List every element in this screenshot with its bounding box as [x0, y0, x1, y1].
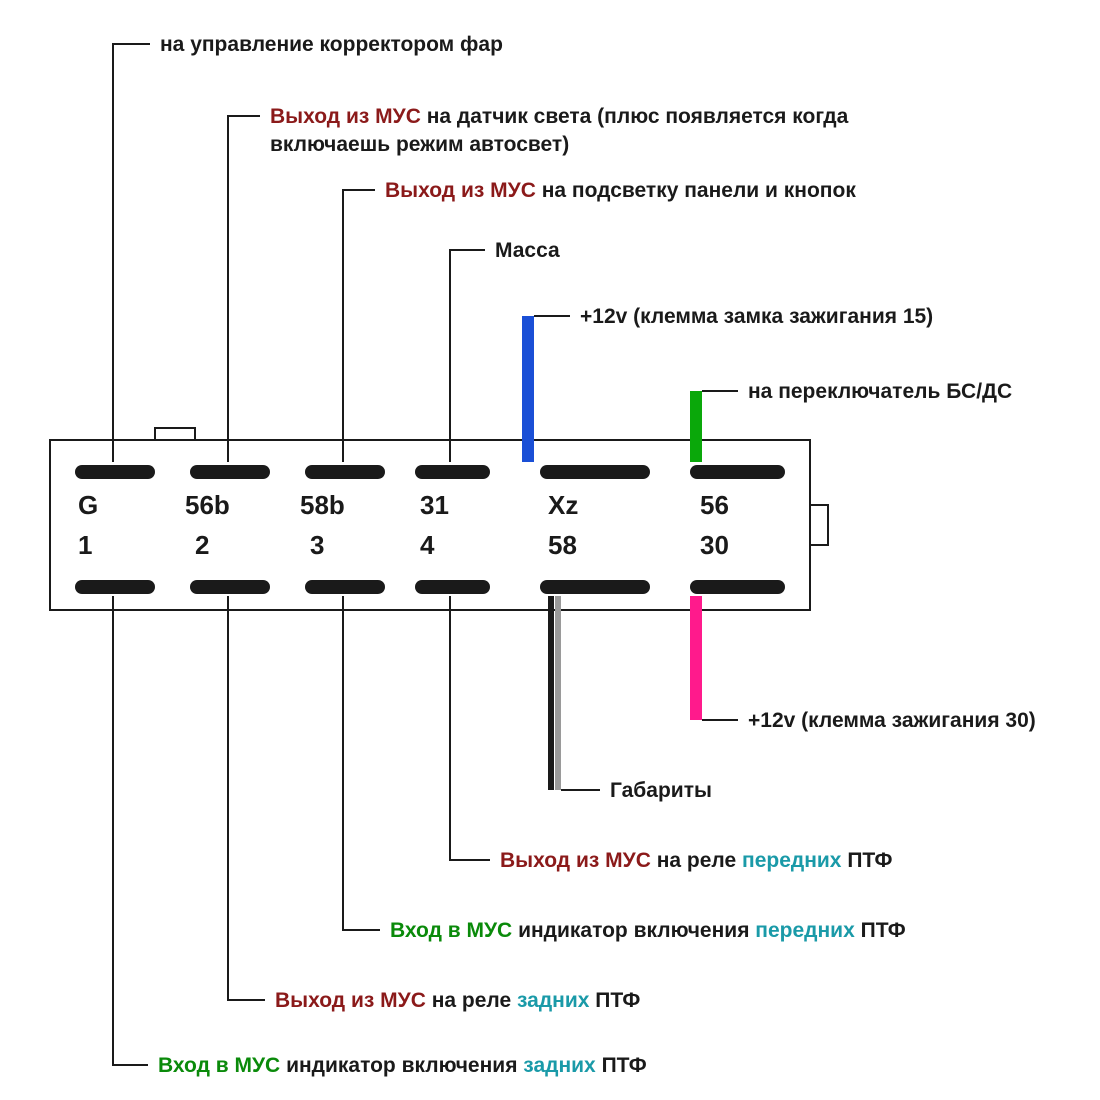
- label-1: Вход в МУС индикатор включения задних ПТ…: [158, 1052, 647, 1080]
- pin-top-G: G: [78, 490, 98, 521]
- label-56b-top: Выход из МУС на датчик света (плюс появл…: [270, 103, 1070, 160]
- label-xz: +12v (клемма замка зажигания 15): [580, 303, 933, 331]
- label-56: на переключатель БС/ДС: [748, 378, 1012, 406]
- pin-top-Xz: Xz: [548, 490, 578, 521]
- label-2: Выход из МУС на реле задних ПТФ: [275, 987, 640, 1015]
- pin-bot-58: 58: [548, 530, 577, 561]
- pin-bot-3: 3: [310, 530, 324, 561]
- pin-top-56b: 56b: [185, 490, 230, 521]
- pin-bot-30: 30: [700, 530, 729, 561]
- label-3: Вход в МУС индикатор включения передних …: [390, 917, 906, 945]
- pin-top-56: 56: [700, 490, 729, 521]
- pin-bot-4: 4: [420, 530, 434, 561]
- label-30: +12v (клемма зажигания 30): [748, 707, 1036, 735]
- pin-bot-1: 1: [78, 530, 92, 561]
- label-31: Масса: [495, 237, 560, 265]
- pin-top-31: 31: [420, 490, 449, 521]
- label-58b-top: Выход из МУС на подсветку панели и кнопо…: [385, 177, 856, 205]
- label-4: Выход из МУС на реле передних ПТФ: [500, 847, 892, 875]
- pin-bot-2: 2: [195, 530, 209, 561]
- pin-top-58b: 58b: [300, 490, 345, 521]
- label-58: Габариты: [610, 777, 712, 805]
- label-G-top: на управление корректором фар: [160, 31, 503, 59]
